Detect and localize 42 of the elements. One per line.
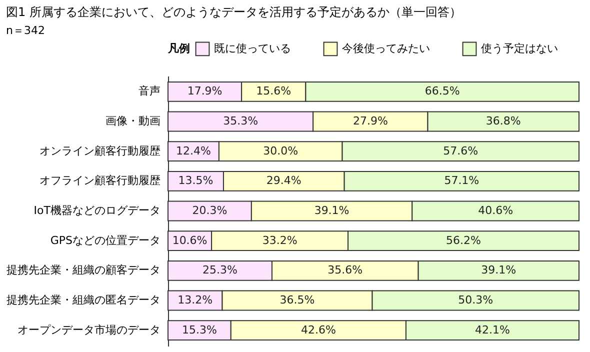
- data-label: 33.2%: [262, 234, 298, 247]
- data-label: 15.6%: [256, 84, 292, 98]
- y-tick-label: オフライン顧客行動履歴: [40, 174, 160, 188]
- y-tick-label: IoT機器などのログデータ: [34, 204, 160, 217]
- data-label: 42.6%: [300, 323, 336, 336]
- data-label: 42.1%: [475, 323, 510, 336]
- data-label: 29.4%: [266, 174, 302, 188]
- data-label: 57.1%: [444, 174, 480, 188]
- data-label: 30.0%: [263, 144, 298, 158]
- data-label: 36.5%: [280, 294, 315, 307]
- data-label: 13.2%: [178, 294, 213, 307]
- legend-label: 使う予定はない: [481, 42, 558, 55]
- y-tick-label: GPSなどの位置データ: [50, 234, 160, 247]
- data-label: 20.3%: [192, 204, 228, 217]
- data-label: 57.6%: [443, 144, 478, 158]
- legend-label: 既に使っている: [214, 42, 291, 55]
- y-tick-label: 画像・動画: [106, 114, 160, 128]
- y-tick-label: オンライン顧客行動履歴: [40, 144, 160, 158]
- data-label: 39.1%: [314, 204, 350, 217]
- y-tick-label: 提携先企業・組織の顧客データ: [6, 264, 160, 277]
- data-label: 56.2%: [446, 234, 481, 247]
- data-label: 50.3%: [458, 294, 494, 307]
- data-label: 17.9%: [187, 84, 222, 98]
- data-label: 12.4%: [176, 144, 211, 158]
- data-label: 13.5%: [178, 174, 214, 188]
- data-label: 39.1%: [481, 264, 516, 277]
- data-label: 40.6%: [478, 204, 514, 217]
- y-tick-label: オープンデータ市場のデータ: [18, 323, 160, 336]
- data-label: 10.6%: [172, 234, 208, 247]
- data-label: 27.9%: [352, 114, 388, 128]
- data-label: 35.3%: [223, 114, 258, 128]
- text: n＝342: [6, 24, 45, 37]
- data-label: 35.6%: [328, 264, 363, 277]
- data-label: 15.3%: [182, 323, 217, 336]
- chart-title: 図1 所属する企業において、どのようなデータを活用する予定があるか（単一回答）: [6, 5, 462, 19]
- legend-label: 今後使ってみたい: [342, 42, 430, 55]
- y-tick-label: 音声: [138, 84, 160, 98]
- data-label: 66.5%: [424, 84, 460, 98]
- legend-title: 凡例: [167, 42, 190, 55]
- y-tick-label: 提携先企業・組織の匿名データ: [6, 294, 160, 307]
- data-label: 25.3%: [202, 264, 238, 277]
- data-label: 36.8%: [486, 114, 521, 128]
